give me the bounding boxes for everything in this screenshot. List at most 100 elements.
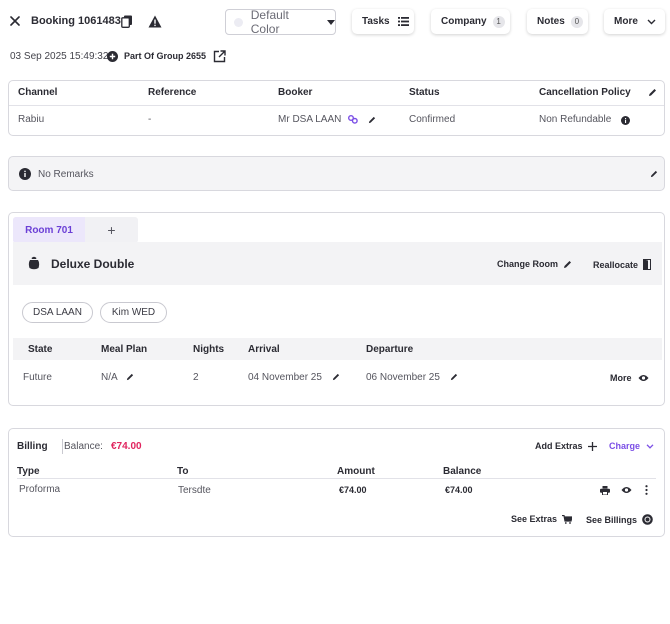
meal-plan-value: N/A [101, 372, 118, 383]
booker-value[interactable]: Mr DSA LAAN [278, 114, 342, 125]
group-link[interactable]: Part Of Group 2655 [124, 51, 207, 61]
color-select[interactable]: Default Color [225, 8, 336, 36]
tasks-label: Tasks [362, 16, 390, 27]
billing-balance-value: €74.00 [445, 485, 473, 495]
more-button[interactable]: More [604, 9, 665, 34]
column-header-type: Type [17, 466, 40, 477]
company-button[interactable]: Company 1 [431, 9, 510, 34]
tab-room-701[interactable]: Room 701 [13, 217, 85, 243]
edit-pencil-icon [563, 260, 572, 269]
company-label: Company [441, 16, 487, 27]
status-value: Confirmed [409, 114, 456, 125]
link-users-icon[interactable] [348, 115, 358, 124]
column-header-arrival: Arrival [248, 344, 280, 355]
room-panel: Room 701 + Deluxe Double Change Room Rea… [8, 212, 665, 406]
column-header-channel: Channel [18, 87, 58, 98]
column-header-nights: Nights [193, 344, 225, 355]
column-header-status: Status [409, 87, 440, 98]
reallocate-label: Reallocate [593, 259, 639, 270]
chevron-down-icon [647, 19, 656, 25]
divider [17, 478, 656, 479]
see-billings-button[interactable]: See Billings [586, 514, 653, 525]
door-icon [643, 259, 652, 270]
add-room-tab-button[interactable]: + [107, 222, 116, 238]
billing-type-value: Proforma [19, 484, 61, 495]
created-timestamp: 03 Sep 2025 15:49:32 [10, 51, 109, 62]
cart-icon [562, 514, 573, 524]
charge-button[interactable]: Charge [609, 441, 654, 451]
more-label: More [614, 16, 638, 27]
plus-circle-icon[interactable] [107, 51, 118, 62]
close-icon[interactable] [8, 14, 22, 28]
column-header-balance: Balance [443, 466, 482, 477]
notes-button[interactable]: Notes 0 [527, 9, 588, 34]
billing-title: Billing [17, 441, 48, 452]
edit-pencil-icon[interactable] [648, 88, 657, 97]
edit-pencil-icon[interactable] [650, 170, 658, 178]
chevron-down-icon [646, 443, 654, 449]
eye-icon [638, 374, 649, 382]
booking-title: Booking 1061483 [31, 15, 121, 27]
info-icon[interactable] [621, 116, 630, 125]
copy-icon[interactable] [120, 14, 133, 28]
column-header-meal-plan: Meal Plan [101, 344, 148, 355]
edit-pencil-icon[interactable] [450, 373, 458, 381]
reference-value: - [148, 114, 152, 125]
room-header: Deluxe Double Change Room Reallocate [13, 242, 662, 285]
billing-panel: Billing Balance: €74.00 Add Extras Charg… [8, 428, 665, 537]
billing-to-value: Tersdte [178, 485, 211, 496]
list-icon [397, 17, 409, 26]
edit-pencil-icon[interactable] [126, 373, 134, 381]
edit-pencil-icon[interactable] [332, 373, 340, 381]
add-extras-label: Add Extras [535, 441, 583, 451]
color-select-value: Default Color [250, 8, 289, 36]
color-swatch [234, 17, 243, 27]
room-bag-icon [28, 256, 40, 270]
eye-icon[interactable] [621, 486, 632, 494]
divider [62, 439, 63, 454]
warning-icon[interactable] [148, 14, 162, 28]
state-value: Future [23, 372, 52, 383]
column-header-booker: Booker [278, 87, 313, 98]
stay-table-header: State Meal Plan Nights Arrival Departure [13, 338, 662, 360]
divider [9, 105, 664, 106]
see-billings-label: See Billings [586, 514, 638, 525]
caret-down-icon [327, 19, 335, 25]
column-header-state: State [28, 344, 53, 355]
column-header-amount: Amount [337, 466, 375, 477]
stay-more-label: More [610, 373, 632, 383]
plus-icon [587, 441, 597, 451]
stay-more-button[interactable]: More [610, 373, 649, 383]
info-icon [19, 168, 31, 180]
channel-value: Rabiu [18, 114, 45, 125]
guest-chip[interactable]: DSA LAAN [22, 302, 93, 323]
external-link-icon[interactable] [213, 50, 226, 63]
column-header-to: To [177, 466, 189, 477]
notes-label: Notes [537, 16, 565, 27]
reallocate-button[interactable]: Reallocate [593, 259, 652, 270]
cancellation-policy-value: Non Refundable [539, 114, 612, 125]
balance-value: €74.00 [111, 441, 142, 452]
see-extras-label: See Extras [511, 514, 558, 524]
room-tabs: Room 701 + [13, 217, 138, 243]
remarks-text: No Remarks [38, 169, 94, 180]
balance-label: Balance: [64, 441, 103, 452]
guest-chip[interactable]: Kim WED [100, 302, 167, 323]
add-extras-button[interactable]: Add Extras [535, 441, 597, 451]
column-header-departure: Departure [366, 344, 414, 355]
change-room-label: Change Room [497, 259, 559, 269]
coin-icon [642, 514, 653, 525]
change-room-button[interactable]: Change Room [497, 259, 572, 269]
arrival-value: 04 November 25 [248, 372, 322, 383]
see-extras-button[interactable]: See Extras [511, 514, 573, 524]
departure-value: 06 November 25 [366, 372, 440, 383]
company-count-badge: 1 [492, 15, 505, 28]
print-icon[interactable] [600, 486, 610, 495]
tasks-button[interactable]: Tasks [352, 9, 414, 34]
billing-amount-value: €74.00 [339, 485, 367, 495]
column-header-reference: Reference [148, 87, 197, 98]
column-header-cancellation-policy: Cancellation Policy [539, 87, 631, 98]
edit-pencil-icon[interactable] [368, 116, 376, 124]
kebab-menu-icon[interactable] [645, 485, 648, 495]
remarks-panel: No Remarks [8, 156, 665, 191]
